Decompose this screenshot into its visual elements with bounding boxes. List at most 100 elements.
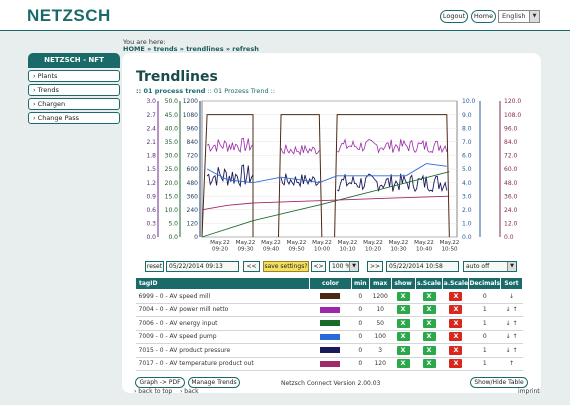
show-toggle[interactable]: X xyxy=(396,318,410,328)
start-date-input[interactable]: 05/22/2014 09:13 xyxy=(166,261,239,272)
color-swatch[interactable] xyxy=(320,306,341,313)
x-tick-time: 09:40 xyxy=(263,247,280,253)
sidebar-item-change-pass[interactable]: › Change Pass xyxy=(28,112,120,124)
auto-refresh-select[interactable]: auto off ▼ xyxy=(463,261,517,272)
table-row: 7009 - 0 - AV speed pump 0 100 X X X 0 ↓ ↑ xyxy=(135,330,523,344)
sidebar-item-chargen[interactable]: › Chargen xyxy=(28,98,120,110)
min-cell: 0 xyxy=(351,303,370,317)
x-tick-time: 10:30 xyxy=(390,247,407,253)
back-link[interactable]: › back xyxy=(180,388,199,395)
show-toggle[interactable]: X xyxy=(396,305,410,315)
axis-tick-power: 2.7 xyxy=(146,112,156,119)
zoom-value: 100 % xyxy=(332,263,352,270)
ascale-toggle[interactable]: X xyxy=(449,305,463,315)
axis-tick-power: 3.0 xyxy=(146,98,156,105)
sort-cell[interactable]: ↓ ↑ xyxy=(500,303,523,317)
ascale-toggle[interactable]: X xyxy=(449,318,463,328)
decimals-cell[interactable]: 1 xyxy=(468,357,501,371)
trend-chart[interactable]: 3.0 2.7 2.4 2.1 1.8 1.5 1.2 0.9 0.6 0.3 0.0 50.0 45.… xyxy=(122,97,541,257)
axis-tick-power: 2.1 xyxy=(146,139,156,146)
forward-button[interactable]: >> xyxy=(367,261,383,272)
ascale-toggle[interactable]: X xyxy=(449,345,463,355)
breadcrumb[interactable]: HOME » trends » trendlines » refresh xyxy=(123,45,259,53)
netzsch-logo[interactable]: NETZSCH xyxy=(27,6,111,25)
series-line-speed-mill xyxy=(278,114,323,238)
imprint-link[interactable]: imprint xyxy=(518,388,540,395)
table-row: 6999 - 0 - AV speed mill 0 1200 X X X 0 ↓ xyxy=(135,289,523,304)
sscale-toggle[interactable]: X xyxy=(422,332,436,342)
language-select[interactable]: English ▼ xyxy=(498,10,540,23)
color-cell xyxy=(309,303,352,317)
col-max: max xyxy=(368,277,392,290)
page-subtitle: :: 01 process trend :: 01 Prozess Trend … xyxy=(136,87,275,95)
x-tick-date: May.22 xyxy=(414,240,434,246)
min-cell: 0 xyxy=(351,289,370,304)
sscale-cell: X xyxy=(415,357,443,371)
sort-cell[interactable]: ↓ ↑ xyxy=(500,330,523,344)
decimals-cell[interactable]: 1 xyxy=(468,343,501,358)
center-button[interactable]: <> xyxy=(311,261,326,272)
graph-pdf-button[interactable]: Graph -> PDF xyxy=(135,377,185,388)
sort-cell[interactable]: ↓ ↑ xyxy=(500,316,523,331)
sscale-toggle[interactable]: X xyxy=(422,318,436,328)
logout-button[interactable]: Logout xyxy=(440,10,468,23)
decimals-cell[interactable]: 1 xyxy=(468,316,501,331)
sscale-toggle[interactable]: X xyxy=(422,345,436,355)
series-line-power-mill xyxy=(280,144,320,156)
breadcrumb-intro: You are here: xyxy=(123,38,166,46)
col-tagid[interactable]: tagID xyxy=(134,277,311,290)
x-tick-time: 10:20 xyxy=(365,247,382,253)
decimals-cell[interactable]: 1 xyxy=(468,303,501,317)
axis-tick-energy: 45.0 xyxy=(165,112,179,119)
reset-button[interactable]: reset xyxy=(145,261,164,272)
end-date-input[interactable]: 05/22/2014 10:58 xyxy=(386,261,459,272)
max-cell: 3 xyxy=(369,343,392,358)
axis-tick-energy: 0.0 xyxy=(168,234,178,241)
show-cell: X xyxy=(391,330,416,344)
color-swatch[interactable] xyxy=(320,293,341,300)
ascale-toggle[interactable]: X xyxy=(449,291,463,301)
show-toggle[interactable]: X xyxy=(396,332,410,342)
show-toggle[interactable]: X xyxy=(396,359,410,369)
sscale-toggle[interactable]: X xyxy=(422,359,436,369)
sscale-toggle[interactable]: X xyxy=(422,305,436,315)
tag-cell: 7015 - 0 - AV product pressure xyxy=(135,343,310,358)
manage-trends-button[interactable]: Manage Trends xyxy=(188,377,240,388)
ascale-toggle[interactable]: X xyxy=(449,332,463,342)
color-swatch[interactable] xyxy=(320,333,341,340)
save-settings-button[interactable]: save settings? xyxy=(263,261,309,272)
table-row: 7004 - 0 - AV power mill netto 0 10 X X X 1 ↓ ↑ xyxy=(135,303,523,317)
show-cell: X xyxy=(391,316,416,331)
home-button[interactable]: Home xyxy=(471,10,496,23)
axis-tick-speed-pump: 10.0 xyxy=(462,98,476,105)
sscale-toggle[interactable]: X xyxy=(422,291,436,301)
color-swatch[interactable] xyxy=(320,360,341,367)
table-body: 6999 - 0 - AV speed mill 0 1200 X X X 0 ↓ 7004 -… xyxy=(135,289,523,371)
color-swatch[interactable] xyxy=(320,347,341,354)
color-swatch[interactable] xyxy=(320,320,341,327)
sort-cell[interactable]: ↓ xyxy=(500,289,523,304)
zoom-select[interactable]: 100 % ▼ xyxy=(329,261,359,272)
x-tick-time: 10:50 xyxy=(441,247,458,253)
table-row: 7006 - 0 - AV energy input 0 50 X X X 1 ↓ ↑ xyxy=(135,316,523,331)
show-hide-table-button[interactable]: Show/Hide Table xyxy=(470,377,528,388)
sidebar-item-trends[interactable]: › Trends xyxy=(28,84,120,96)
decimals-cell[interactable]: 0 xyxy=(468,289,501,304)
axis-tick-speed-pump: 0.0 xyxy=(462,234,472,241)
sort-cell[interactable]: ↑ xyxy=(500,357,523,371)
show-toggle[interactable]: X xyxy=(396,291,410,301)
show-toggle[interactable]: X xyxy=(396,345,410,355)
series-line-speed-pump xyxy=(206,163,447,184)
axis-tick-power: 0.9 xyxy=(146,193,156,200)
x-tick-date: May.22 xyxy=(261,240,281,246)
axis-tick-speed-mill: 1200 xyxy=(183,98,198,105)
back-to-top-link[interactable]: › back to top xyxy=(134,388,173,395)
series-line-speed-mill xyxy=(201,114,254,238)
axis-tick-power: 0.6 xyxy=(146,207,156,214)
sort-cell[interactable]: ↓ ↑ xyxy=(500,343,523,358)
ascale-toggle[interactable]: X xyxy=(449,359,463,369)
decimals-cell[interactable]: 0 xyxy=(468,330,501,344)
back-button[interactable]: << xyxy=(243,261,260,272)
sidebar-item-plants[interactable]: › Plants xyxy=(28,70,120,82)
axis-tick-power: 2.4 xyxy=(146,125,156,132)
